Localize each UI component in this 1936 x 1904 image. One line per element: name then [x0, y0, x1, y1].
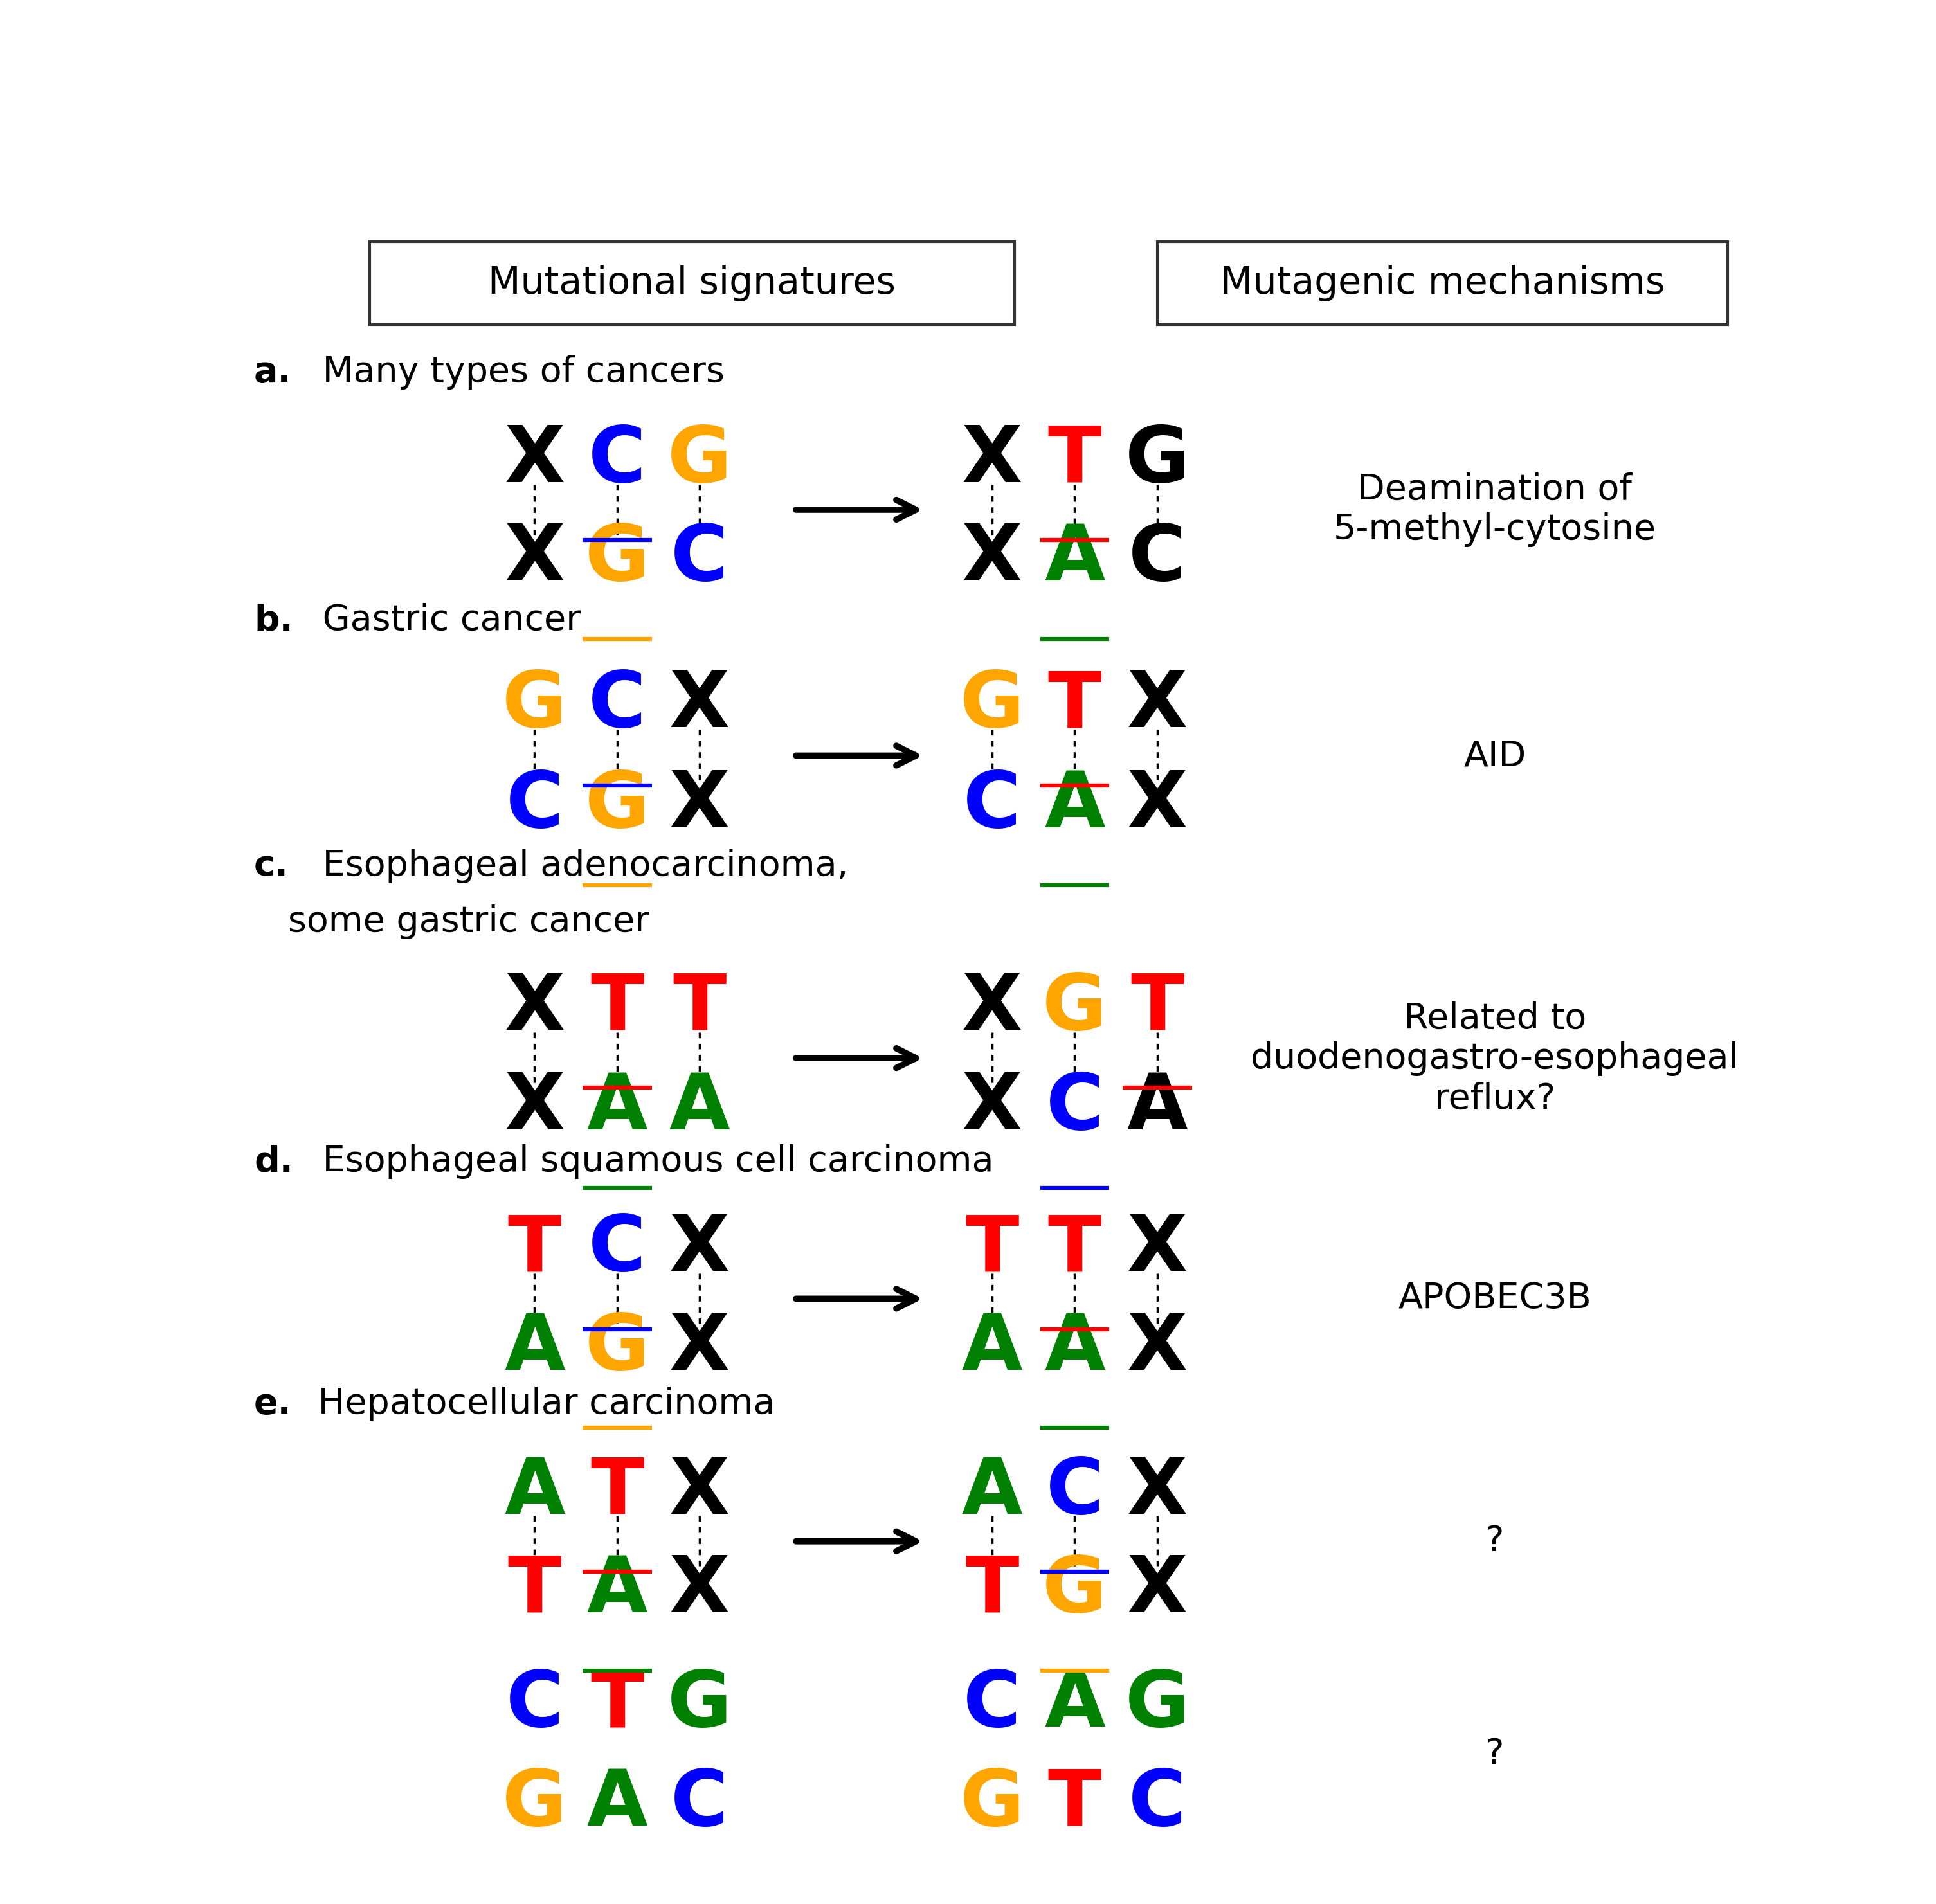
Text: A: A — [670, 1070, 730, 1146]
Text: e.: e. — [254, 1386, 292, 1422]
Text: G: G — [585, 767, 649, 843]
Text: C: C — [964, 767, 1020, 843]
Text: G: G — [501, 668, 567, 743]
Text: G: G — [585, 1310, 649, 1386]
Text: Hepatocellular carcinoma: Hepatocellular carcinoma — [306, 1386, 774, 1422]
Text: G: G — [960, 668, 1024, 743]
Text: T: T — [1131, 971, 1185, 1045]
Text: C: C — [1129, 522, 1187, 596]
Text: X: X — [670, 1554, 730, 1628]
Text: X: X — [670, 1310, 730, 1386]
Text: T: T — [966, 1554, 1018, 1628]
Text: X: X — [1127, 1455, 1187, 1529]
Text: A: A — [1044, 1668, 1105, 1742]
Text: A: A — [587, 1070, 647, 1146]
Text: C: C — [670, 522, 728, 596]
Text: X: X — [962, 522, 1022, 596]
Text: G: G — [1042, 1554, 1107, 1628]
Text: C: C — [1129, 1767, 1187, 1841]
Text: X: X — [503, 423, 565, 499]
Text: X: X — [962, 1070, 1022, 1146]
Text: C: C — [1045, 1455, 1104, 1529]
Text: G: G — [501, 1767, 567, 1841]
Text: C: C — [589, 668, 647, 743]
Text: some gastric cancer: some gastric cancer — [254, 904, 649, 939]
Text: C: C — [589, 1211, 647, 1287]
Text: C: C — [505, 1668, 563, 1742]
Text: G: G — [1042, 971, 1107, 1045]
Text: T: T — [1047, 668, 1102, 743]
Text: C: C — [1045, 1070, 1104, 1146]
Text: C: C — [589, 423, 647, 499]
Text: C: C — [670, 1767, 728, 1841]
Text: T: T — [590, 1668, 645, 1742]
Text: APOBEC3B: APOBEC3B — [1398, 1281, 1591, 1316]
FancyBboxPatch shape — [370, 242, 1014, 324]
Text: Mutational signatures: Mutational signatures — [488, 265, 896, 301]
Text: T: T — [507, 1211, 561, 1287]
Text: X: X — [670, 668, 730, 743]
Text: X: X — [503, 971, 565, 1045]
Text: G: G — [1125, 1668, 1189, 1742]
Text: T: T — [507, 1554, 561, 1628]
Text: Related to
duodenogastro-esophageal
reflux?: Related to duodenogastro-esophageal refl… — [1251, 1002, 1739, 1116]
Text: C: C — [964, 1668, 1020, 1742]
Text: A: A — [1044, 522, 1105, 596]
Text: A: A — [587, 1767, 647, 1841]
Text: Esophageal adenocarcinoma,: Esophageal adenocarcinoma, — [312, 847, 848, 883]
Text: G: G — [585, 522, 649, 596]
Text: A: A — [503, 1310, 565, 1386]
Text: G: G — [668, 1668, 732, 1742]
Text: X: X — [962, 423, 1022, 499]
Text: A: A — [962, 1310, 1022, 1386]
Text: T: T — [590, 971, 645, 1045]
Text: A: A — [503, 1455, 565, 1529]
Text: X: X — [962, 971, 1022, 1045]
Text: X: X — [1127, 1211, 1187, 1287]
Text: X: X — [1127, 668, 1187, 743]
Text: X: X — [670, 1455, 730, 1529]
Text: c.: c. — [254, 847, 288, 883]
Text: ?: ? — [1485, 1736, 1504, 1773]
Text: G: G — [1125, 423, 1189, 499]
Text: X: X — [670, 1211, 730, 1287]
Text: A: A — [1044, 767, 1105, 843]
Text: G: G — [960, 1767, 1024, 1841]
Text: X: X — [1127, 767, 1187, 843]
Text: Mutagenic mechanisms: Mutagenic mechanisms — [1220, 265, 1665, 301]
Text: Gastric cancer: Gastric cancer — [312, 604, 581, 638]
Text: X: X — [670, 767, 730, 843]
Text: ?: ? — [1485, 1523, 1504, 1559]
Text: A: A — [1044, 1310, 1105, 1386]
Text: Esophageal squamous cell carcinoma: Esophageal squamous cell carcinoma — [312, 1144, 993, 1179]
Text: AID: AID — [1464, 739, 1526, 773]
Text: G: G — [668, 423, 732, 499]
Text: C: C — [505, 767, 563, 843]
Text: T: T — [966, 1211, 1018, 1287]
Text: T: T — [590, 1455, 645, 1529]
Text: T: T — [1047, 423, 1102, 499]
Text: Many types of cancers: Many types of cancers — [312, 354, 724, 390]
Text: a.: a. — [254, 354, 292, 390]
Text: Deamination of
5-methyl-cytosine: Deamination of 5-methyl-cytosine — [1334, 472, 1655, 546]
Text: X: X — [1127, 1554, 1187, 1628]
Text: T: T — [1047, 1767, 1102, 1841]
Text: b.: b. — [254, 604, 292, 638]
Text: A: A — [587, 1554, 647, 1628]
Text: A: A — [962, 1455, 1022, 1529]
Text: X: X — [503, 522, 565, 596]
Text: A: A — [1127, 1070, 1187, 1146]
Text: T: T — [1047, 1211, 1102, 1287]
Text: X: X — [1127, 1310, 1187, 1386]
Text: d.: d. — [254, 1144, 292, 1179]
FancyBboxPatch shape — [1158, 242, 1727, 324]
Text: X: X — [503, 1070, 565, 1146]
Text: T: T — [674, 971, 726, 1045]
